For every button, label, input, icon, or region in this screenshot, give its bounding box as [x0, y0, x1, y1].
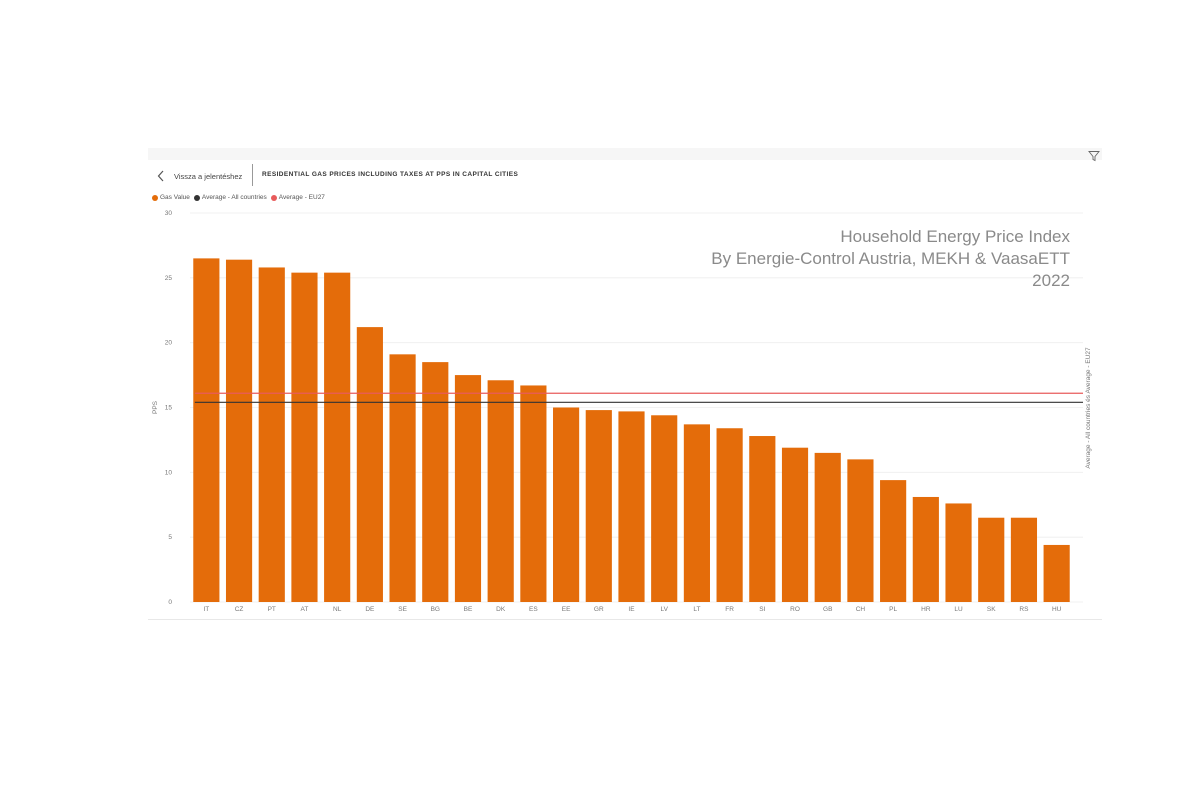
bar-be	[454, 375, 482, 602]
watermark-line-3: 2022	[1032, 271, 1070, 290]
y-tick-label: 15	[165, 405, 173, 412]
x-tick-label: PL	[889, 606, 897, 613]
bar-ch	[847, 459, 874, 602]
bar-sk	[978, 517, 1005, 602]
bar-pt	[258, 267, 285, 602]
legend-swatch	[193, 194, 200, 201]
chart-legend: Gas Value Average - All countries Averag…	[152, 194, 329, 201]
x-tick-label: GB	[823, 606, 832, 613]
bar-nl	[324, 272, 351, 602]
x-tick-label: SI	[759, 606, 765, 613]
y-tick-label: 10	[165, 469, 173, 476]
x-tick-label: RO	[790, 606, 800, 613]
bar-rs	[1010, 517, 1038, 602]
legend-swatch	[270, 194, 277, 201]
bar-it	[193, 258, 220, 602]
bar-hu	[1043, 544, 1070, 602]
x-tick-label: HU	[1052, 606, 1062, 613]
filter-icon[interactable]	[1088, 150, 1100, 162]
x-tick-label: CZ	[235, 606, 244, 613]
y-tick-label: 5	[168, 534, 172, 541]
x-tick-label: RS	[1019, 606, 1029, 613]
y-tick-label: 0	[168, 599, 172, 606]
bar-at	[291, 272, 318, 602]
bar-cz	[225, 259, 253, 602]
bar-fr	[716, 428, 743, 602]
bar-dk	[487, 380, 514, 602]
bar-bg	[422, 362, 449, 602]
bar-ee	[553, 407, 580, 602]
x-tick-label: LT	[693, 606, 700, 613]
x-tick-label: BG	[431, 606, 440, 613]
x-tick-label: EE	[562, 606, 571, 613]
legend-item-gas-value[interactable]: Gas Value	[152, 194, 190, 201]
x-tick-label: IE	[628, 606, 635, 613]
bar-es	[520, 385, 547, 602]
x-tick-label: SE	[398, 606, 407, 613]
bar-hr	[912, 496, 939, 602]
x-tick-label: PT	[268, 606, 276, 613]
report-bottom-border	[148, 619, 1102, 620]
back-to-report-button[interactable]: Vissza a jelentéshez	[156, 169, 242, 183]
bar-gb	[814, 452, 841, 602]
x-tick-label: DK	[496, 606, 506, 613]
legend-item-average-all[interactable]: Average - All countries	[193, 194, 267, 201]
bar-pl	[880, 480, 907, 602]
bar-chart: 0 5 10 15 20 25 30 PPS Average - All countries é…	[152, 210, 1092, 613]
chart-title: RESIDENTIAL GAS PRICES INCLUDING TAXES A…	[262, 171, 519, 178]
bar-se	[389, 354, 416, 602]
bar-ro	[781, 447, 809, 602]
y-tick-label: 30	[165, 210, 173, 217]
bar-ie	[618, 411, 645, 602]
x-tick-label: ES	[529, 606, 538, 613]
x-tick-label: FR	[725, 606, 734, 613]
x-tick-label: CH	[856, 606, 866, 613]
legend-item-average-eu27[interactable]: Average - EU27	[270, 194, 325, 201]
chevron-left-icon	[157, 170, 164, 182]
y-tick-label: 25	[165, 275, 173, 282]
y-axis-title: PPS	[152, 400, 159, 414]
bar-si	[749, 436, 776, 602]
x-tick-label: LV	[660, 606, 668, 613]
x-tick-label: SK	[987, 606, 996, 613]
report-page: Vissza a jelentéshez RESIDENTIAL GAS PRI…	[148, 148, 1102, 620]
x-tick-label: HR	[921, 606, 931, 613]
legend-swatch	[152, 194, 158, 201]
legend-label: Average - EU27	[278, 194, 325, 201]
x-tick-label: IT	[203, 606, 209, 613]
report-top-strip	[148, 148, 1102, 160]
header-divider	[252, 164, 253, 186]
bar-lt	[683, 424, 710, 602]
legend-label: Average - All countries	[201, 194, 267, 201]
x-tick-label: NL	[333, 606, 342, 613]
x-tick-label: LU	[954, 606, 963, 613]
watermark-line-2: By Energie-Control Austria, MEKH & Vaasa…	[711, 249, 1070, 268]
chart-watermark: Household Energy Price Index By Energie-…	[711, 226, 1070, 292]
back-label: Vissza a jelentéshez	[174, 171, 243, 181]
x-tick-label: BE	[464, 606, 473, 613]
x-tick-label: DE	[365, 606, 375, 613]
bar-lv	[651, 415, 678, 602]
x-tick-label: AT	[301, 606, 309, 613]
legend-label: Gas Value	[160, 194, 190, 201]
x-tick-label: GR	[594, 606, 604, 613]
secondary-y-axis-title: Average - All countries és Average - EU2…	[1085, 347, 1092, 469]
watermark-line-1: Household Energy Price Index	[840, 227, 1070, 246]
bar-gr	[585, 410, 612, 602]
y-tick-label: 20	[165, 340, 173, 347]
bar-lu	[945, 503, 972, 602]
bar-de	[356, 327, 383, 602]
